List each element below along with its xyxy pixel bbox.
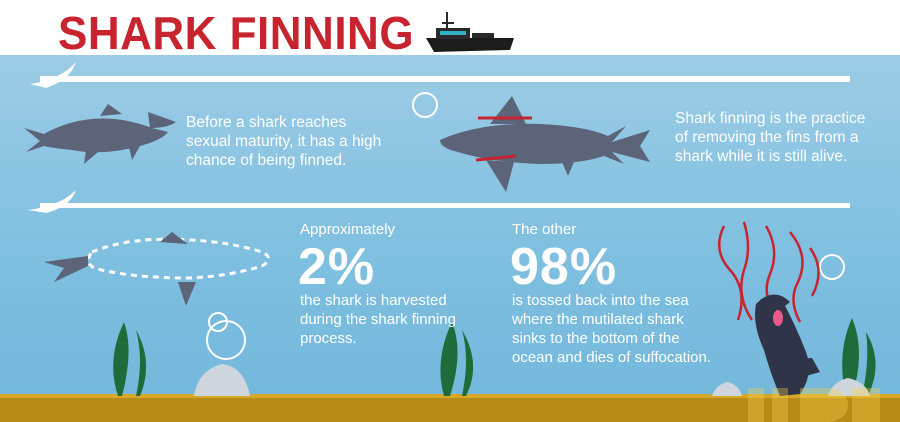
stat-harvested-value: 2% bbox=[298, 238, 376, 296]
watermark-logo bbox=[748, 388, 880, 422]
stat-tossed-value: 98% bbox=[510, 238, 618, 296]
panel2-text: Shark finning is the practice of removin… bbox=[675, 110, 866, 165]
finned-shark-icon bbox=[44, 232, 270, 306]
stat-tossed-text: is tossed back into the sea where the mu… bbox=[512, 292, 712, 366]
boat-icon bbox=[426, 12, 514, 52]
hammerhead-shark-icon bbox=[24, 104, 176, 164]
sinking-shark-icon bbox=[717, 221, 820, 396]
stat-harvested-intro: Approximately bbox=[300, 221, 396, 238]
shark-with-cut-marks-icon bbox=[440, 96, 650, 192]
bubble-icon bbox=[412, 92, 438, 118]
stat-harvested-text: the shark is harvested during the shark … bbox=[300, 292, 456, 347]
divider-line-middle bbox=[28, 190, 850, 213]
page-title: SHARK FINNING bbox=[58, 8, 415, 60]
rock-icon bbox=[194, 364, 870, 396]
bubble-icon bbox=[206, 254, 845, 360]
panel1-text: Before a shark reaches sexual maturity, … bbox=[186, 114, 382, 169]
seafloor bbox=[0, 394, 900, 422]
divider-line-top bbox=[30, 62, 850, 88]
stat-tossed-intro: The other bbox=[512, 221, 577, 238]
seaweed-icon bbox=[113, 318, 876, 396]
